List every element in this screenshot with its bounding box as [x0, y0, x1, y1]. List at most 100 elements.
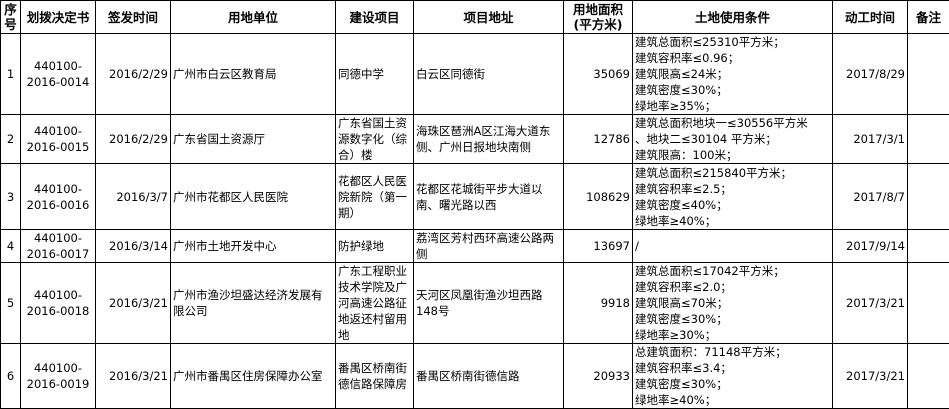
condition-line: 建筑总面积≤215840平方米； [635, 165, 830, 181]
condition-line: 建筑容积率≤3.4； [635, 360, 830, 376]
header-conditions: 土地使用条件 [633, 1, 833, 34]
issue-date: 2016/2/29 [96, 115, 171, 164]
project-address: 白云区同德街 [414, 34, 564, 115]
row-number: 3 [1, 164, 21, 230]
decision-number: 440100-2016-0018 [21, 263, 96, 344]
condition-line: 总建筑面积：71148平方米； [635, 344, 830, 360]
land-user: 广州市土地开发中心 [171, 230, 336, 263]
remark [908, 263, 949, 344]
header-unit: 用地单位 [171, 1, 336, 34]
condition-line: 建筑密度≤30%； [635, 311, 830, 327]
project-address: 海珠区琶洲A区江海大道东侧、广州日报地块南侧 [414, 115, 564, 164]
land-conditions: / [633, 230, 833, 263]
land-user: 广州市番禺区住房保障办公室 [171, 344, 336, 409]
condition-line: 、地块二≤30104 平方米； [635, 131, 830, 147]
header-remark: 备注 [908, 1, 949, 34]
issue-date: 2016/3/14 [96, 230, 171, 263]
decision-number: 440100-2016-0016 [21, 164, 96, 230]
remark [908, 164, 949, 230]
project-name: 花都区人民医院新院（第一期） [336, 164, 414, 230]
header-area: 用地面积(平方米) [564, 1, 633, 34]
row-number: 2 [1, 115, 21, 164]
header-row: 序号 划拨决定书 签发时间 用地单位 建设项目 项目地址 用地面积(平方米) 土… [1, 1, 949, 34]
issue-date: 2016/3/21 [96, 344, 171, 409]
remark [908, 230, 949, 263]
condition-line: 建筑限高：100米； [635, 147, 830, 163]
start-date: 2017/9/14 [833, 230, 908, 263]
land-conditions: 建筑总面积≤215840平方米；建筑容积率≤2.5；建筑密度≤40%；绿地率≥4… [633, 164, 833, 230]
start-date: 2017/8/29 [833, 34, 908, 115]
start-date: 2017/3/1 [833, 115, 908, 164]
condition-line: 建筑限高≤70米； [635, 295, 830, 311]
project-name: 广东工程职业技术学院及广河高速公路征地返还村留用地 [336, 263, 414, 344]
land-area: 12786 [564, 115, 633, 164]
land-area: 20933 [564, 344, 633, 409]
condition-line: 建筑容积率≤2.0； [635, 279, 830, 295]
condition-line: 建筑密度≤30%； [635, 82, 830, 98]
land-conditions: 建筑总面积≤25310平方米；建筑容积率≤0.96；建筑限高≤24米；建筑密度≤… [633, 34, 833, 115]
project-address: 花都区花城街平步大道以南、曙光路以西 [414, 164, 564, 230]
condition-line: 建筑容积率≤0.96； [635, 50, 830, 66]
condition-line: 建筑总面积地块一≤30556平方米 [635, 115, 830, 131]
project-address: 荔湾区芳村西环高速公路两侧 [414, 230, 564, 263]
row-number: 6 [1, 344, 21, 409]
decision-number: 440100-2016-0015 [21, 115, 96, 164]
land-area: 108629 [564, 164, 633, 230]
land-conditions: 建筑总面积地块一≤30556平方米、地块二≤30104 平方米；建筑限高：100… [633, 115, 833, 164]
decision-number: 440100-2016-0017 [21, 230, 96, 263]
header-address: 项目地址 [414, 1, 564, 34]
project-name: 番禺区桥南街德信路保障房 [336, 344, 414, 409]
condition-line: 绿地率≥40%； [635, 392, 830, 408]
header-date: 签发时间 [96, 1, 171, 34]
row-number: 1 [1, 34, 21, 115]
row-number: 5 [1, 263, 21, 344]
project-name: 同德中学 [336, 34, 414, 115]
condition-line: 建筑容积率≤2.5； [635, 181, 830, 197]
land-conditions: 总建筑面积：71148平方米；建筑容积率≤3.4；建筑密度≤30%；绿地率≥40… [633, 344, 833, 409]
land-area: 9918 [564, 263, 633, 344]
condition-line: 绿地率≥40%； [635, 213, 830, 229]
land-area: 13697 [564, 230, 633, 263]
remark [908, 34, 949, 115]
condition-line: 建筑总面积≤17042平方米； [635, 263, 830, 279]
land-user: 广州市渔沙坦盛达经济发展有限公司 [171, 263, 336, 344]
project-name: 防护绿地 [336, 230, 414, 263]
project-name: 广东省国土资源数字化（综合）楼 [336, 115, 414, 164]
condition-line: 绿地率≥30%； [635, 327, 830, 343]
condition-line: 建筑限高≤24米； [635, 66, 830, 82]
project-address: 天河区凤凰街渔沙坦西路148号 [414, 263, 564, 344]
issue-date: 2016/2/29 [96, 34, 171, 115]
condition-line: 建筑密度≤30%； [635, 376, 830, 392]
start-date: 2017/8/7 [833, 164, 908, 230]
condition-line: 绿地率≥35%； [635, 98, 830, 114]
condition-line: 建筑密度≤40%； [635, 197, 830, 213]
land-conditions: 建筑总面积≤17042平方米；建筑容积率≤2.0；建筑限高≤70米；建筑密度≤3… [633, 263, 833, 344]
start-date: 2017/3/21 [833, 263, 908, 344]
land-user: 广州市白云区教育局 [171, 34, 336, 115]
decision-number: 440100-2016-0019 [21, 344, 96, 409]
land-user: 广东省国土资源厅 [171, 115, 336, 164]
remark [908, 115, 949, 164]
condition-line: / [635, 238, 830, 254]
header-decision: 划拨决定书 [21, 1, 96, 34]
issue-date: 2016/3/21 [96, 263, 171, 344]
decision-number: 440100-2016-0014 [21, 34, 96, 115]
header-start: 动工时间 [833, 1, 908, 34]
start-date: 2017/3/21 [833, 344, 908, 409]
remark [908, 344, 949, 409]
land-user: 广州市花都区人民医院 [171, 164, 336, 230]
header-no: 序号 [1, 1, 21, 34]
header-project: 建设项目 [336, 1, 414, 34]
issue-date: 2016/3/7 [96, 164, 171, 230]
condition-line: 建筑总面积≤25310平方米； [635, 34, 830, 50]
land-area: 35069 [564, 34, 633, 115]
project-address: 番禺区桥南街德信路 [414, 344, 564, 409]
row-number: 4 [1, 230, 21, 263]
